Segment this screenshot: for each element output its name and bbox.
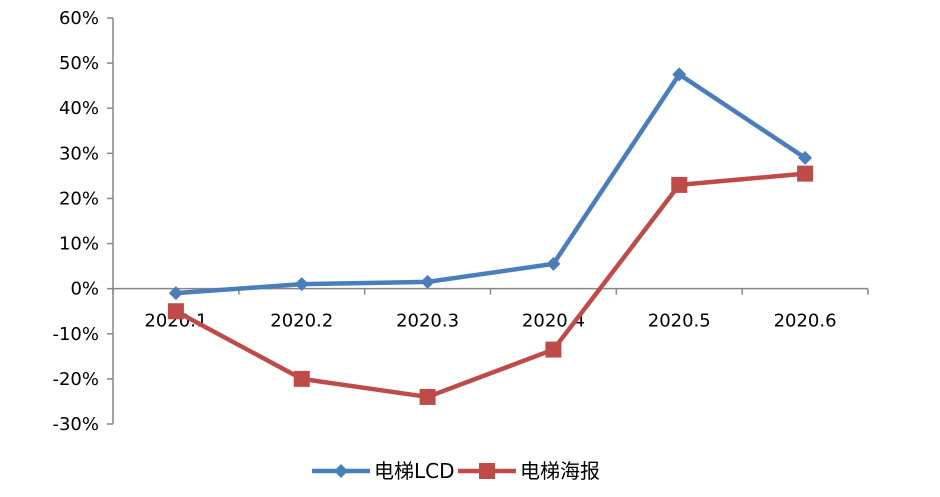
data-point-series-1 (672, 67, 687, 82)
y-tick-label: -10% (52, 324, 99, 345)
data-point-series-1 (420, 274, 435, 289)
x-tick-label: 2020.2 (270, 311, 333, 332)
data-point-series-1 (168, 286, 183, 301)
chart-axes (107, 17, 869, 425)
legend-marker (334, 464, 348, 478)
data-point-series-2 (545, 341, 562, 358)
data-point-series-2 (419, 388, 436, 405)
chart-legend: 电梯LCD 电梯海报 (312, 459, 600, 483)
y-tick-label: -20% (52, 369, 99, 390)
data-point-series-2 (671, 176, 688, 193)
x-tick-label: 2020.6 (774, 311, 837, 332)
chart-series (167, 67, 814, 405)
data-point-series-2 (797, 165, 814, 182)
y-tick-label: 20% (59, 188, 99, 209)
data-point-series-1 (294, 277, 309, 292)
series-line-1 (175, 72, 807, 296)
data-point-series-1 (798, 150, 813, 165)
data-point-series-2 (293, 370, 310, 387)
x-tick-label: 2020.3 (396, 311, 459, 332)
legend-label: 电梯海报 (520, 459, 600, 483)
y-tick-label: 40% (59, 98, 99, 119)
y-tick-label: 0% (70, 279, 99, 300)
x-axis-tick-labels: 2020.1 2020.2 2020.3 2020.4 2020.5 2020.6 (144, 311, 836, 332)
y-tick-label: 30% (59, 143, 99, 164)
legend-marker (479, 463, 495, 479)
data-point-series-2 (167, 303, 184, 320)
legend-label: 电梯LCD (374, 459, 455, 483)
y-tick-label: -30% (52, 414, 99, 435)
x-tick-label: 2020.5 (648, 311, 711, 332)
y-tick-label: 60% (59, 8, 99, 29)
y-tick-label: 10% (59, 234, 99, 255)
x-tick-label: 2020.1 (144, 311, 207, 332)
data-point-series-1 (546, 256, 561, 271)
y-tick-label: 50% (59, 53, 99, 74)
series-line-2 (174, 171, 806, 400)
y-axis-tick-labels: 60% 50% 40% 30% 20% 10% 0% -10% -20% -30% (52, 8, 99, 435)
